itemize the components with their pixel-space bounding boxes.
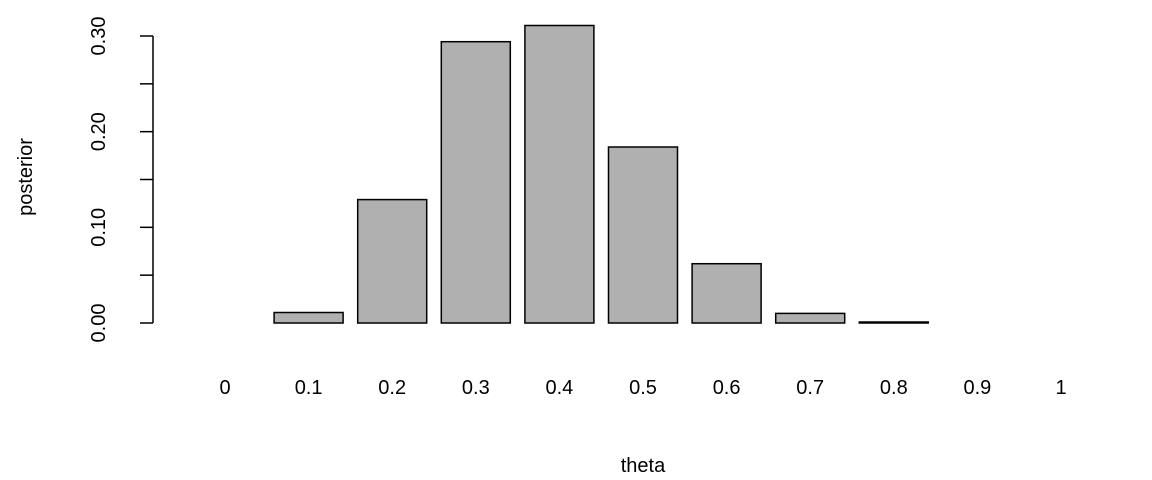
x-tick-label: 0.1 <box>295 377 323 399</box>
x-tick-label: 0.4 <box>545 377 573 399</box>
y-tick-label: 0.20 <box>88 112 110 151</box>
y-tick-label: 0.00 <box>88 304 110 343</box>
y-tick-label: 0.30 <box>88 17 110 56</box>
y-tick-label: 0.10 <box>88 208 110 247</box>
y-axis: 0.00 0.10 0.20 0.30 <box>88 17 154 343</box>
bar-0.7 <box>774 312 846 324</box>
x-tick-labels: 0 0.1 0.2 0.3 0.4 0.5 0.6 0.7 0.8 0.9 1 <box>219 377 1066 399</box>
x-tick-label: 0 <box>219 377 230 399</box>
bar-0.5 <box>607 146 679 324</box>
x-tick-label: 1 <box>1055 377 1066 399</box>
bar-0.3 <box>440 40 512 324</box>
x-tick-label: 0.8 <box>880 377 908 399</box>
x-axis-title: theta <box>621 455 666 477</box>
bar-0.1 <box>273 311 344 324</box>
x-tick-label: 0.5 <box>629 377 657 399</box>
bar-0.4 <box>524 24 595 324</box>
bar-0.6 <box>691 262 762 324</box>
x-tick-label: 0.9 <box>963 377 991 399</box>
x-tick-label: 0.3 <box>462 377 490 399</box>
bar-0.2 <box>356 198 428 324</box>
x-tick-label: 0.7 <box>796 377 824 399</box>
y-axis-title: posterior <box>15 138 37 216</box>
bar-0.8 <box>858 321 930 324</box>
x-tick-label: 0.6 <box>713 377 741 399</box>
bars-group <box>273 24 930 324</box>
x-tick-label: 0.2 <box>378 377 406 399</box>
